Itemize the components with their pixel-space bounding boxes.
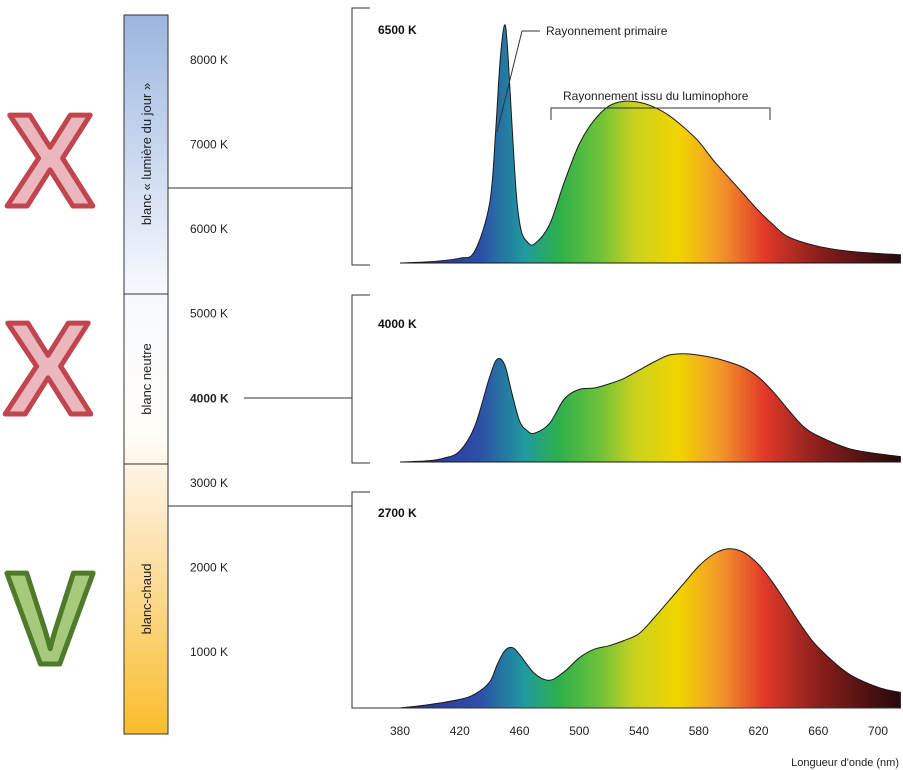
x-tick-label: 380 <box>390 724 410 738</box>
band-label-neutral: blanc neutre <box>139 343 154 415</box>
bracket-2700 <box>351 491 370 709</box>
x-axis: 380 420 460 500 540 580 620 660 700 Longueur d'o… <box>370 707 899 769</box>
kelvin-tick-label: 7000 K <box>190 138 228 152</box>
x-tick-label: 620 <box>748 724 768 738</box>
bracket-6500 <box>351 7 370 266</box>
x-tick-label: 660 <box>808 724 828 738</box>
phosphor-bracket <box>550 107 771 120</box>
x-tick-label: 580 <box>689 724 709 738</box>
band-label-warm: blanc-chaud <box>139 564 154 635</box>
kelvin-tick-label: 3000 K <box>190 476 228 490</box>
spectrum-curve-4000k <box>399 353 901 463</box>
kelvin-tick-labels: 8000 K 7000 K 6000 K 5000 K 4000 K 3000 K 2000… <box>190 53 229 659</box>
annotation-leader <box>496 30 523 133</box>
x-tick-label: 700 <box>868 724 888 738</box>
x-axis-title: Longueur d'onde (nm) <box>791 757 899 769</box>
panel-label-6500: 6500 K <box>378 23 417 37</box>
annotations: Rayonnement primaire Rayonnement issu du… <box>496 24 771 133</box>
band-label-daylight: blanc « lumière du jour » <box>139 83 154 225</box>
cross-icon: X <box>4 295 92 442</box>
check-icon: V <box>6 545 94 692</box>
kelvin-tick-label: 2000 K <box>190 560 228 574</box>
kelvin-tick-label: 8000 K <box>190 53 228 67</box>
panel-label-2700: 2700 K <box>378 506 417 520</box>
cross-icon: X <box>6 87 94 234</box>
kelvin-gradient-bar <box>123 14 169 735</box>
kelvin-tick-label: 1000 K <box>190 645 228 659</box>
connectors <box>168 7 370 709</box>
kelvin-tick-label: 6000 K <box>190 222 228 236</box>
x-tick-label: 460 <box>509 724 529 738</box>
spectrum-curve-2700k <box>399 548 901 709</box>
panel-label-4000: 4000 K <box>378 317 417 331</box>
kelvin-tick-label: 5000 K <box>190 307 228 321</box>
x-tick-labels: 380 420 460 500 540 580 620 660 700 <box>390 724 888 738</box>
spectra-plots <box>399 24 901 709</box>
bracket-4000 <box>351 294 370 464</box>
annotation-primary: Rayonnement primaire <box>546 24 668 38</box>
rating-marks: X X V <box>1 85 96 695</box>
kelvin-scale: blanc « lumière du jour » blanc neutre b… <box>123 14 229 735</box>
x-tick-label: 500 <box>569 724 589 738</box>
spectrum-curve-6500k <box>399 24 901 264</box>
x-tick-label: 420 <box>450 724 470 738</box>
annotation-phosphor: Rayonnement issu du luminophore <box>563 89 749 103</box>
x-tick-label: 540 <box>629 724 649 738</box>
kelvin-tick-label: 4000 K <box>190 391 229 405</box>
